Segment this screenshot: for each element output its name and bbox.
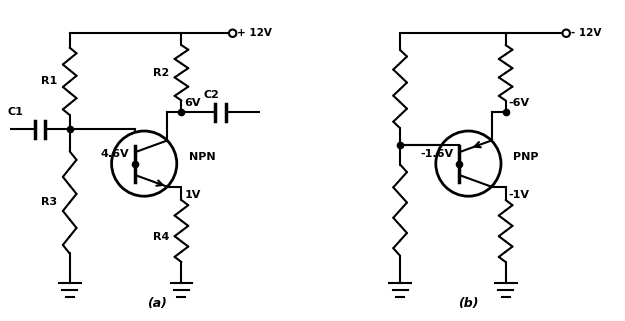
- Text: R2: R2: [153, 68, 169, 78]
- Text: 6V: 6V: [184, 98, 201, 108]
- Text: R4: R4: [153, 232, 169, 242]
- Text: C1: C1: [8, 107, 24, 117]
- Text: R3: R3: [41, 197, 58, 207]
- Text: -6V: -6V: [509, 98, 530, 108]
- Circle shape: [436, 131, 501, 196]
- Text: -1.6V: -1.6V: [420, 149, 453, 159]
- Text: (a): (a): [147, 297, 166, 309]
- Text: - 12V: - 12V: [571, 28, 601, 38]
- Circle shape: [112, 131, 177, 196]
- Text: 4.6V: 4.6V: [100, 149, 129, 159]
- Text: + 12V: + 12V: [238, 28, 272, 38]
- Text: 1V: 1V: [184, 190, 201, 200]
- Text: NPN: NPN: [189, 152, 216, 162]
- Text: PNP: PNP: [513, 152, 539, 162]
- Text: (b): (b): [458, 297, 479, 309]
- Text: R1: R1: [41, 76, 58, 86]
- Text: -1V: -1V: [509, 190, 530, 200]
- Text: C2: C2: [203, 90, 219, 100]
